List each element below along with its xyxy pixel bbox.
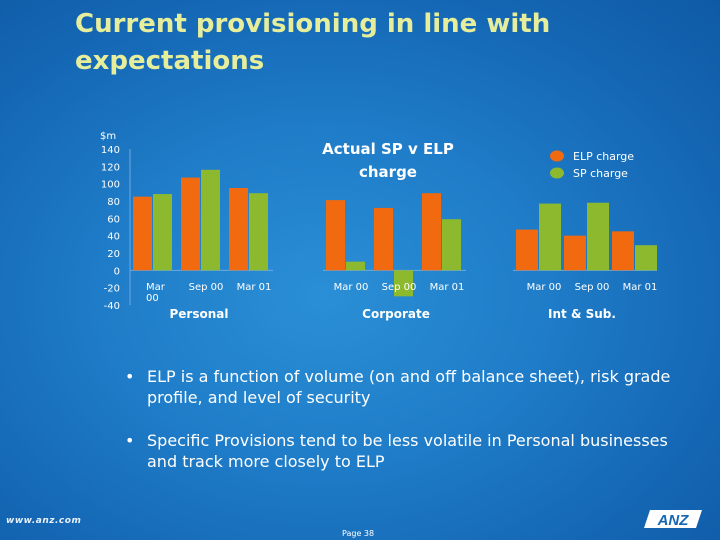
bar xyxy=(587,202,609,271)
x-tick-label: Mar 01 xyxy=(237,282,272,293)
bullet-dot-icon: • xyxy=(125,431,135,450)
group-label: Corporate xyxy=(362,307,430,321)
bar xyxy=(516,229,538,271)
bullet-item: • Specific Provisions tend to be less vo… xyxy=(125,430,685,472)
legend-label: ELP charge xyxy=(573,150,634,163)
bar xyxy=(249,193,268,271)
bar xyxy=(181,177,200,271)
y-tick-label: 140 xyxy=(101,145,120,156)
bullet-text: ELP is a function of volume (on and off … xyxy=(147,367,671,407)
provisioning-chart: $m 140 120 100 80 60 40 20 0 -20 -40 Actual SP v EL… xyxy=(100,131,658,321)
logo-text: ANZ xyxy=(657,512,690,529)
y-tick-label: 100 xyxy=(101,180,120,191)
bar xyxy=(442,219,461,271)
legend-label: SP charge xyxy=(573,167,628,180)
website-url: www.anz.com xyxy=(6,516,82,526)
y-axis-label: $m xyxy=(100,131,116,142)
legend-swatch xyxy=(550,150,564,162)
y-tick-label: 80 xyxy=(107,197,120,208)
bar xyxy=(539,203,561,271)
anz-logo-icon: ANZ xyxy=(644,510,702,529)
bullet-item: • ELP is a function of volume (on and of… xyxy=(125,366,685,408)
bullet-dot-icon: • xyxy=(125,367,135,386)
bar xyxy=(326,200,345,271)
x-tick-label: Mar 00 xyxy=(527,282,562,293)
page-number: Page 38 xyxy=(342,529,375,538)
bar xyxy=(153,194,172,271)
bar xyxy=(201,169,220,271)
bar xyxy=(564,235,586,271)
x-tick-label: Sep 00 xyxy=(189,282,224,293)
bar xyxy=(612,231,634,271)
bar xyxy=(374,207,393,271)
y-tick-label: -20 xyxy=(104,284,120,295)
bar xyxy=(346,261,365,271)
bar xyxy=(133,196,152,271)
x-tick-label: Mar 01 xyxy=(623,282,658,293)
x-tick-label: 00 xyxy=(146,293,159,304)
x-tick-label: Sep 00 xyxy=(575,282,610,293)
y-tick-label: 40 xyxy=(107,232,120,243)
y-tick-label: 60 xyxy=(107,214,120,225)
x-tick-label: Mar 00 xyxy=(334,282,369,293)
x-tick-label: Mar 01 xyxy=(430,282,465,293)
slide-title: Current provisioning in line with expect… xyxy=(75,9,551,76)
bullet-text: Specific Provisions tend to be less vola… xyxy=(147,431,668,471)
bar xyxy=(394,270,413,297)
legend-swatch xyxy=(550,167,564,179)
x-tick-label: Sep 00 xyxy=(382,282,417,293)
chart-title: charge xyxy=(359,163,417,181)
group-label: Int & Sub. xyxy=(548,307,616,321)
x-tick-label: Mar xyxy=(146,282,166,293)
bar xyxy=(422,193,441,271)
bullet-list: • ELP is a function of volume (on and of… xyxy=(125,366,685,494)
y-tick-label: 120 xyxy=(101,162,120,173)
y-tick-label: -40 xyxy=(104,301,120,312)
chart-title: Actual SP v ELP xyxy=(322,140,454,158)
group-label: Personal xyxy=(170,307,229,321)
y-tick-label: 20 xyxy=(107,249,120,260)
y-tick-label: 0 xyxy=(114,266,120,277)
bar xyxy=(229,188,248,271)
bar xyxy=(635,245,657,271)
